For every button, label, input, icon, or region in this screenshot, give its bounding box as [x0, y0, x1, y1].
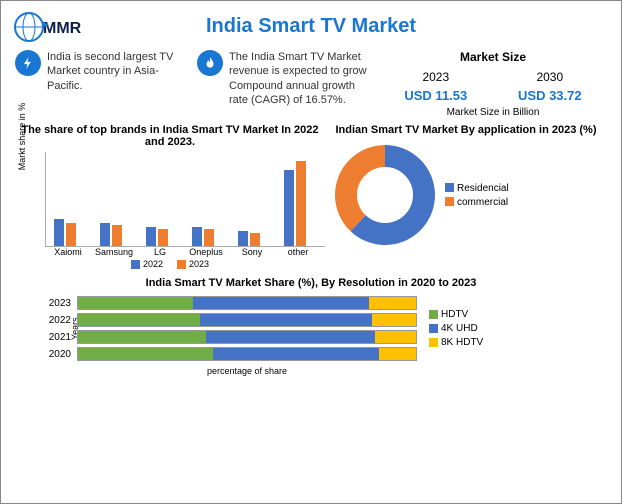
hbar-row: 2021: [41, 330, 417, 344]
hbar-segment: [78, 297, 193, 309]
hbar-segment: [78, 348, 213, 360]
bar: [146, 227, 156, 246]
bar-group: [146, 227, 168, 246]
bar: [250, 233, 260, 246]
svg-text:MMR: MMR: [43, 20, 82, 37]
hbar-track: [77, 347, 417, 361]
hbar-segment: [193, 297, 369, 309]
bar: [192, 227, 202, 246]
bar: [158, 229, 168, 246]
legend-item: Residencial: [445, 183, 509, 194]
bolt-icon: [15, 50, 41, 76]
legend-item: commercial: [445, 197, 509, 208]
bar-group: [100, 223, 122, 246]
logo: MMR: [11, 9, 83, 50]
ms-note: Market Size in Billion: [379, 107, 607, 118]
ms-val-1: USD 11.53: [404, 88, 467, 103]
brand-y-label: Markt share in %: [17, 103, 27, 171]
donut-title: Indian Smart TV Market By application in…: [325, 124, 607, 136]
x-label: Samsung: [91, 247, 137, 257]
bar: [296, 161, 306, 247]
hbar-segment: [78, 314, 200, 326]
bar: [284, 170, 294, 246]
top-facts-row: India is second largest TV Market countr…: [1, 50, 621, 118]
donut-svg: [325, 140, 445, 250]
hbar-track: [77, 296, 417, 310]
legend-item: 2023: [177, 259, 209, 269]
fact-1-text: India is second largest TV Market countr…: [47, 50, 187, 93]
legend-item: 8K HDTV: [429, 337, 483, 348]
hbar-track: [77, 313, 417, 327]
fact-1: India is second largest TV Market countr…: [15, 50, 187, 118]
brand-x-labels: XaiomiSamsungLGOneplusSonyother: [45, 247, 325, 257]
market-size-title: Market Size: [379, 50, 607, 64]
hbar-segment: [369, 297, 416, 309]
hbar-year-label: 2023: [41, 298, 77, 309]
resolution-x-label: percentage of share: [77, 366, 417, 376]
resolution-plot: 2023 2022 2021 2020: [41, 293, 417, 364]
bar: [66, 223, 76, 246]
ms-year-2: 2030: [518, 70, 582, 84]
resolution-chart: India Smart TV Market Share (%), By Reso…: [1, 277, 621, 376]
x-label: Xaiomi: [45, 247, 91, 257]
hbar-segment: [200, 314, 372, 326]
bar: [54, 219, 64, 246]
legend-item: 2022: [131, 259, 163, 269]
brand-bar-plot: Markt share in %: [45, 152, 325, 247]
flame-icon: [197, 50, 223, 76]
hbar-row: 2023: [41, 296, 417, 310]
legend-item: HDTV: [429, 309, 483, 320]
ms-year-1: 2023: [404, 70, 467, 84]
hbar-segment: [206, 331, 375, 343]
market-size-block: Market Size 2023 USD 11.53 2030 USD 33.7…: [379, 50, 607, 118]
bar: [204, 229, 214, 246]
bar-group: [192, 227, 214, 246]
bar-group: [284, 161, 306, 247]
hbar-year-label: 2020: [41, 349, 77, 360]
application-donut-chart: Indian Smart TV Market By application in…: [325, 124, 607, 269]
x-label: Oneplus: [183, 247, 229, 257]
resolution-legend: HDTV 4K UHD 8K HDTV: [429, 306, 483, 351]
hbar-row: 2022: [41, 313, 417, 327]
ms-val-2: USD 33.72: [518, 88, 582, 103]
donut-legend: Residencial commercial: [445, 180, 509, 211]
x-label: other: [275, 247, 321, 257]
hbar-segment: [375, 331, 416, 343]
page-title: India Smart TV Market: [1, 1, 621, 38]
hbar-track: [77, 330, 417, 344]
hbar-row: 2020: [41, 347, 417, 361]
resolution-title: India Smart TV Market Share (%), By Reso…: [41, 277, 581, 289]
x-label: LG: [137, 247, 183, 257]
brand-legend: 2022 2023: [15, 259, 325, 269]
hbar-segment: [78, 331, 206, 343]
fact-2-text: The India Smart TV Market revenue is exp…: [229, 50, 369, 107]
fact-2: The India Smart TV Market revenue is exp…: [197, 50, 369, 118]
x-label: Sony: [229, 247, 275, 257]
mid-charts-row: The share of top brands in India Smart T…: [1, 124, 621, 269]
bar: [100, 223, 110, 246]
hbar-segment: [379, 348, 416, 360]
brand-chart-title: The share of top brands in India Smart T…: [15, 124, 325, 148]
hbar-segment: [372, 314, 416, 326]
brand-share-chart: The share of top brands in India Smart T…: [15, 124, 325, 269]
bar: [238, 231, 248, 246]
bar-group: [238, 231, 260, 246]
hbar-segment: [213, 348, 379, 360]
bar-group: [54, 219, 76, 246]
legend-item: 4K UHD: [429, 323, 483, 334]
bar: [112, 225, 122, 246]
